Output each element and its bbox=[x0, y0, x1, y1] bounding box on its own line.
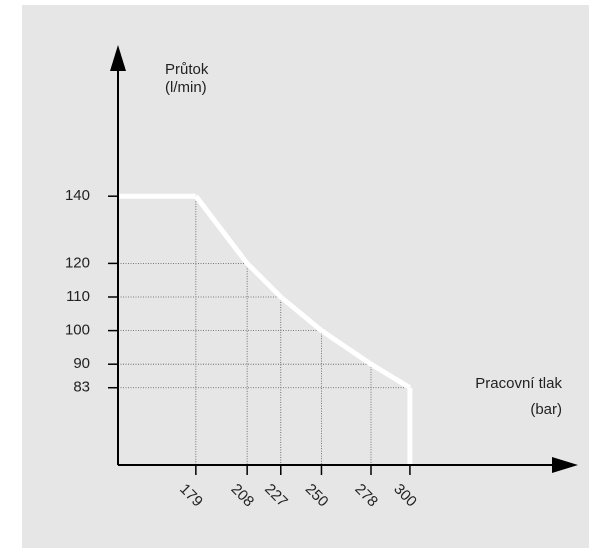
y-axis-label: (l/min) bbox=[165, 79, 207, 96]
y-axis-label: Průtok bbox=[165, 61, 209, 78]
y-tick-label: 140 bbox=[65, 187, 90, 204]
x-axis-label: Pracovní tlak bbox=[475, 375, 562, 392]
y-axis-arrow bbox=[110, 45, 126, 71]
y-tick-label: 100 bbox=[65, 322, 90, 339]
y-tick-label: 83 bbox=[73, 379, 90, 396]
data-line bbox=[193, 194, 412, 390]
y-tick-label: 120 bbox=[65, 254, 90, 271]
y-tick-label: 110 bbox=[66, 288, 90, 305]
x-axis-label: (bar) bbox=[530, 401, 562, 418]
y-tick-label: 90 bbox=[73, 355, 90, 372]
chart-background bbox=[22, 5, 589, 548]
x-axis-arrow bbox=[552, 457, 578, 473]
